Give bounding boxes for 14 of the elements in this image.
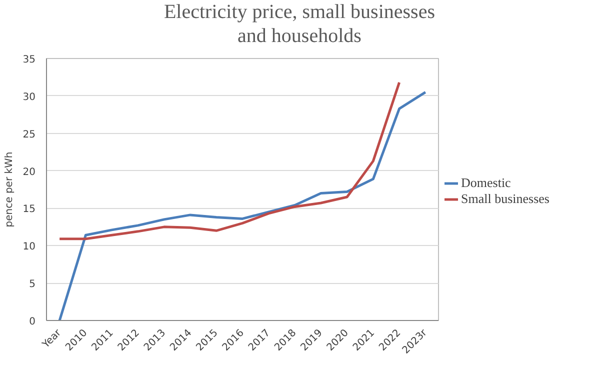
y-tick-label: 0 [29, 316, 36, 328]
legend-label: Small businesses [461, 191, 550, 207]
y-axis-title: pence per kWh [4, 152, 15, 228]
y-tick-label: 30 [22, 92, 36, 103]
line-series [58, 90, 427, 320]
legend-label: Domestic [461, 175, 511, 191]
y-tick-label: 25 [22, 129, 36, 140]
line-series [58, 81, 401, 240]
y-tick-label: 5 [29, 279, 36, 290]
y-tick-label: 35 [22, 54, 36, 66]
y-tick-label: 20 [22, 166, 36, 178]
y-tick-label: 10 [22, 242, 36, 253]
y-tick-label: 15 [22, 204, 36, 216]
chart-title: Electricity price, small businesses and households [162, 0, 436, 48]
